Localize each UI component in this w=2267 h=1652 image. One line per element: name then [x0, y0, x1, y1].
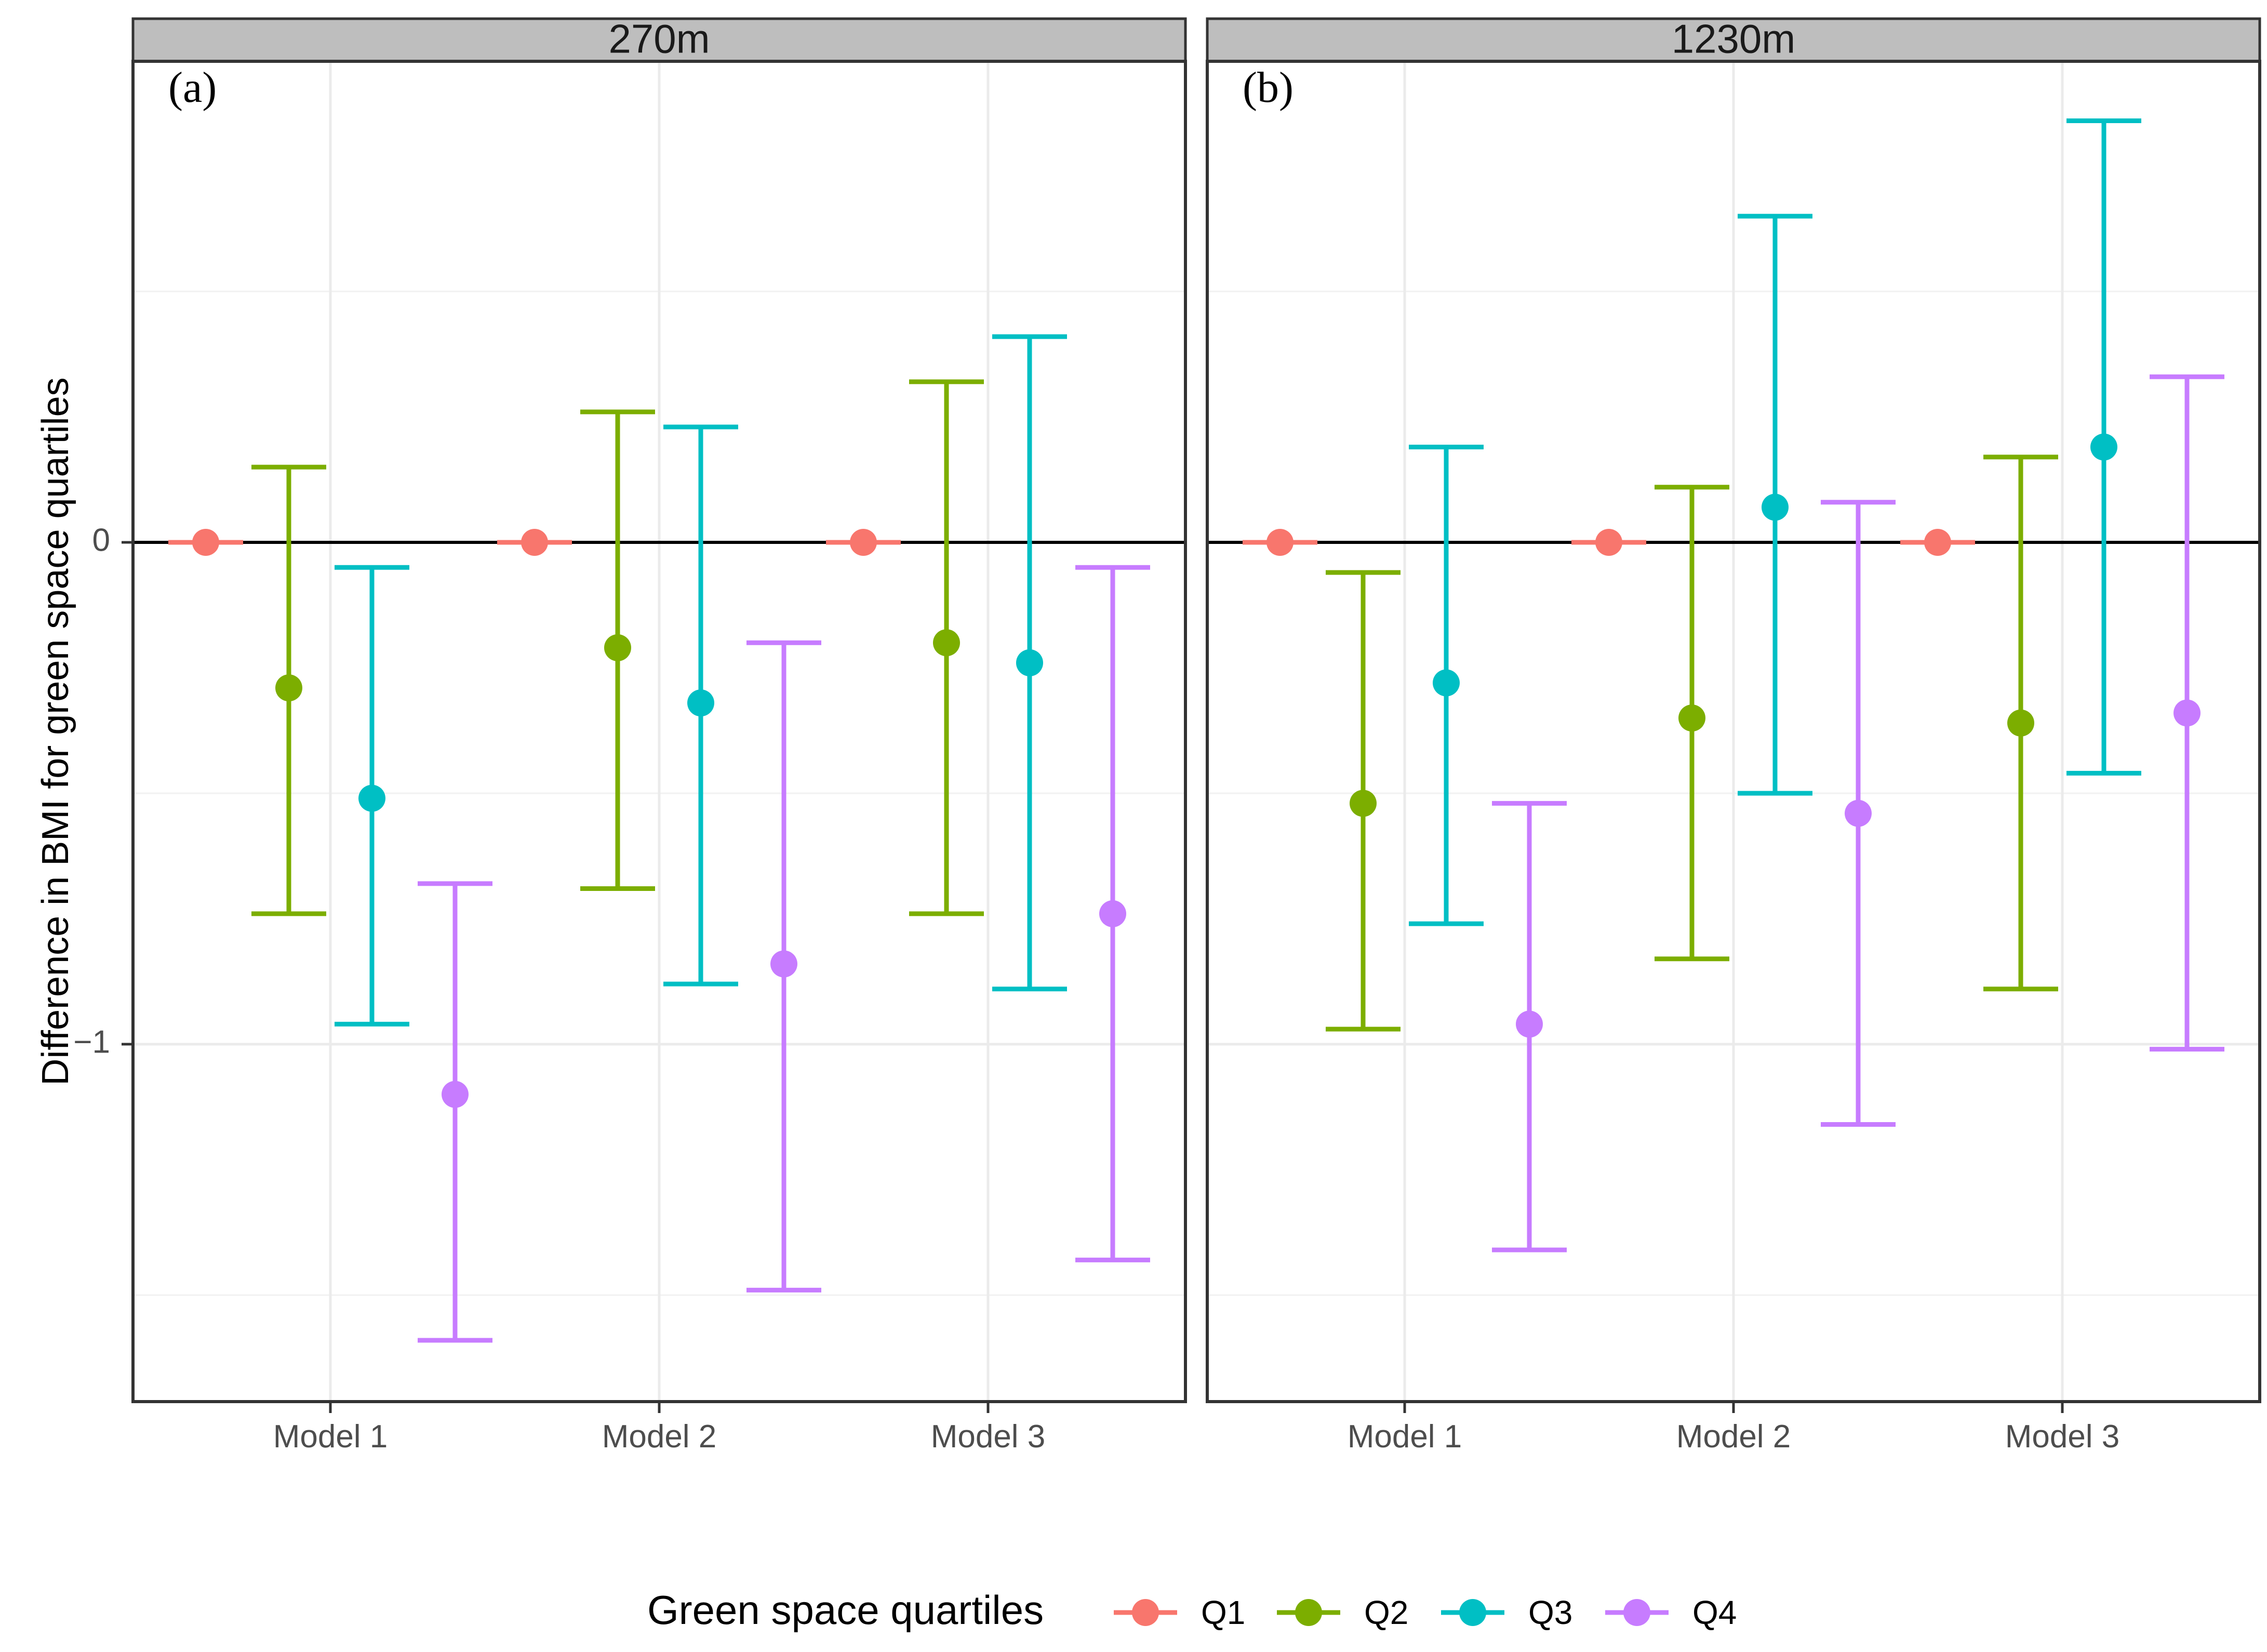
point-270m-Q4-2 [770, 950, 797, 978]
y-axis-title: Difference in BMI for green space quarti… [35, 377, 76, 1085]
x-tick-label-0-0: Model 1 [273, 1419, 388, 1455]
point-1230m-Q3-2 [1762, 494, 1789, 521]
point-1230m-Q2-3 [2007, 709, 2034, 737]
legend-label-Q1: Q1 [1201, 1594, 1245, 1631]
legend-label-Q4: Q4 [1692, 1594, 1737, 1631]
point-270m-Q4-3 [1099, 900, 1126, 927]
panel-strip-label-1: 1230m [1672, 16, 1796, 62]
y-tick-label-0: 0 [92, 522, 110, 558]
legend-key-point-Q2 [1295, 1599, 1322, 1626]
x-tick-label-1-2: Model 3 [2005, 1419, 2120, 1455]
point-1230m-Q2-2 [1678, 704, 1705, 732]
point-1230m-Q4-1 [1516, 1010, 1543, 1038]
point-270m-Q3-2 [687, 689, 714, 717]
x-tick-label-1-1: Model 2 [1676, 1419, 1791, 1455]
point-1230m-Q3-3 [2090, 433, 2117, 461]
point-1230m-Q1-3 [1924, 529, 1951, 556]
x-tick-label-1-0: Model 1 [1348, 1419, 1462, 1455]
panel-tag-1: (b) [1243, 63, 1293, 112]
point-1230m-Q4-3 [2173, 699, 2201, 727]
x-tick-label-0-2: Model 3 [931, 1419, 1046, 1455]
point-270m-Q1-1 [192, 529, 219, 556]
legend-title: Green space quartiles [647, 1587, 1044, 1633]
panel-tag-0: (a) [168, 63, 217, 112]
point-270m-Q2-2 [604, 634, 631, 661]
point-1230m-Q4-2 [1845, 800, 1872, 827]
point-270m-Q3-3 [1016, 649, 1043, 676]
point-270m-Q3-1 [358, 784, 385, 812]
panel-strip-0 [131, 17, 1187, 63]
legend-key-point-Q3 [1459, 1599, 1486, 1626]
panel-strip-label-0: 270m [608, 16, 710, 62]
point-270m-Q1-2 [521, 529, 548, 556]
x-tick-label-0-1: Model 2 [602, 1419, 717, 1455]
point-1230m-Q1-1 [1266, 529, 1293, 556]
legend-key-point-Q1 [1132, 1599, 1159, 1626]
point-270m-Q1-3 [850, 529, 877, 556]
point-270m-Q4-1 [442, 1081, 469, 1108]
point-1230m-Q1-2 [1595, 529, 1622, 556]
legend-label-Q2: Q2 [1364, 1594, 1408, 1631]
y-tick-label-1: −1 [73, 1024, 110, 1060]
point-1230m-Q3-1 [1433, 669, 1460, 697]
point-270m-Q2-3 [933, 629, 960, 657]
legend-key-point-Q4 [1623, 1599, 1650, 1626]
point-270m-Q2-1 [275, 674, 302, 702]
point-1230m-Q2-1 [1350, 790, 1377, 817]
legend-label-Q3: Q3 [1528, 1594, 1572, 1631]
